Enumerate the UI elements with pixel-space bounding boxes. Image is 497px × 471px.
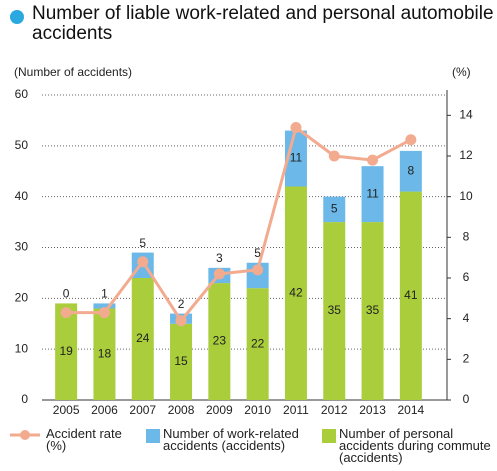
value-label: 11: [366, 186, 379, 200]
value-label: 22: [251, 336, 265, 350]
rate-marker: [175, 315, 187, 327]
y-tick-label: 40: [15, 189, 29, 203]
y-tick-label: 10: [15, 341, 29, 355]
bar-segment: [399, 191, 422, 400]
y2-tick-label: 0: [463, 392, 470, 406]
bar-segment: [361, 166, 384, 223]
rate-marker: [252, 264, 264, 276]
value-label: 1: [101, 287, 108, 301]
bar-segment: [323, 196, 346, 223]
x-tick-label: 2010: [244, 403, 271, 417]
x-tick-label: 2007: [129, 403, 156, 417]
y2-tick-label: 12: [459, 148, 473, 162]
rate-marker: [98, 307, 110, 319]
bar-segment: [131, 278, 154, 400]
legend-marker: [20, 430, 30, 440]
y-tick-label: 50: [15, 138, 29, 152]
bar-segment: [93, 303, 116, 309]
bar-segment: [284, 186, 307, 400]
x-tick-label: 2005: [53, 403, 80, 417]
value-label: 15: [174, 354, 188, 368]
value-label: 11: [290, 151, 303, 165]
x-tick-label: 2011: [283, 403, 309, 417]
x-tick-label: 2014: [397, 403, 424, 417]
x-tick-label: 2009: [206, 403, 233, 417]
value-label: 19: [59, 344, 73, 358]
title-dot: [10, 10, 24, 24]
y-tick-label: 30: [15, 240, 29, 254]
value-label: 35: [366, 303, 380, 317]
bar-segment: [323, 222, 346, 400]
y2-tick-label: 6: [463, 270, 470, 284]
x-tick-label: 2012: [321, 403, 348, 417]
rate-marker: [405, 134, 417, 146]
value-label: 0: [63, 287, 70, 301]
value-label: 2: [178, 297, 185, 311]
rate-marker: [60, 307, 72, 319]
legend-text: Number of personal accidents during comm…: [339, 426, 491, 465]
value-label: 41: [404, 288, 418, 302]
value-label: 23: [213, 334, 227, 348]
y2-tick-label: 8: [463, 230, 470, 244]
rate-marker: [213, 268, 225, 280]
bar-segment: [399, 150, 422, 192]
chart-title: Number of liable work-related and person…: [32, 3, 494, 44]
legend-text: Number of work-related accidents (accide…: [163, 426, 299, 453]
x-tick-label: 2013: [359, 403, 386, 417]
y2-tick-label: 14: [459, 108, 473, 122]
y2-axis-label: (%): [452, 65, 471, 79]
legend-swatch: [146, 429, 160, 443]
legend-text: Accident rate (%): [46, 426, 122, 453]
legend-line-icon: [10, 430, 40, 440]
bar-segment: [246, 288, 269, 400]
value-label: 3: [216, 251, 223, 265]
x-tick-label: 2008: [168, 403, 195, 417]
bar-segment: [93, 308, 116, 400]
bar-segment: [208, 283, 231, 400]
bar-segment: [361, 222, 384, 400]
value-label: 35: [328, 303, 342, 317]
value-label: 8: [408, 163, 415, 177]
value-label: 18: [98, 346, 112, 360]
rate-marker: [290, 122, 302, 134]
bar-segment: [55, 303, 78, 400]
rate-marker: [367, 154, 379, 166]
value-label: 42: [289, 285, 303, 299]
y2-tick-label: 10: [459, 189, 473, 203]
rate-marker: [137, 256, 149, 268]
y-tick-label: 60: [15, 87, 29, 101]
x-tick-label: 2006: [91, 403, 118, 417]
y2-tick-label: 2: [463, 352, 470, 366]
bar-segment: [170, 323, 193, 400]
value-label: 5: [331, 202, 338, 216]
legend-swatch: [322, 429, 336, 443]
value-label: 5: [139, 236, 146, 250]
y-axis-label: (Number of accidents): [14, 65, 132, 79]
value-label: 24: [136, 331, 150, 345]
value-label: 5: [254, 246, 261, 260]
y2-tick-label: 4: [463, 311, 470, 325]
rate-line: [66, 125, 412, 324]
rate-marker: [328, 150, 340, 162]
y-tick-label: 20: [15, 291, 29, 305]
y-tick-label: 0: [21, 392, 28, 406]
